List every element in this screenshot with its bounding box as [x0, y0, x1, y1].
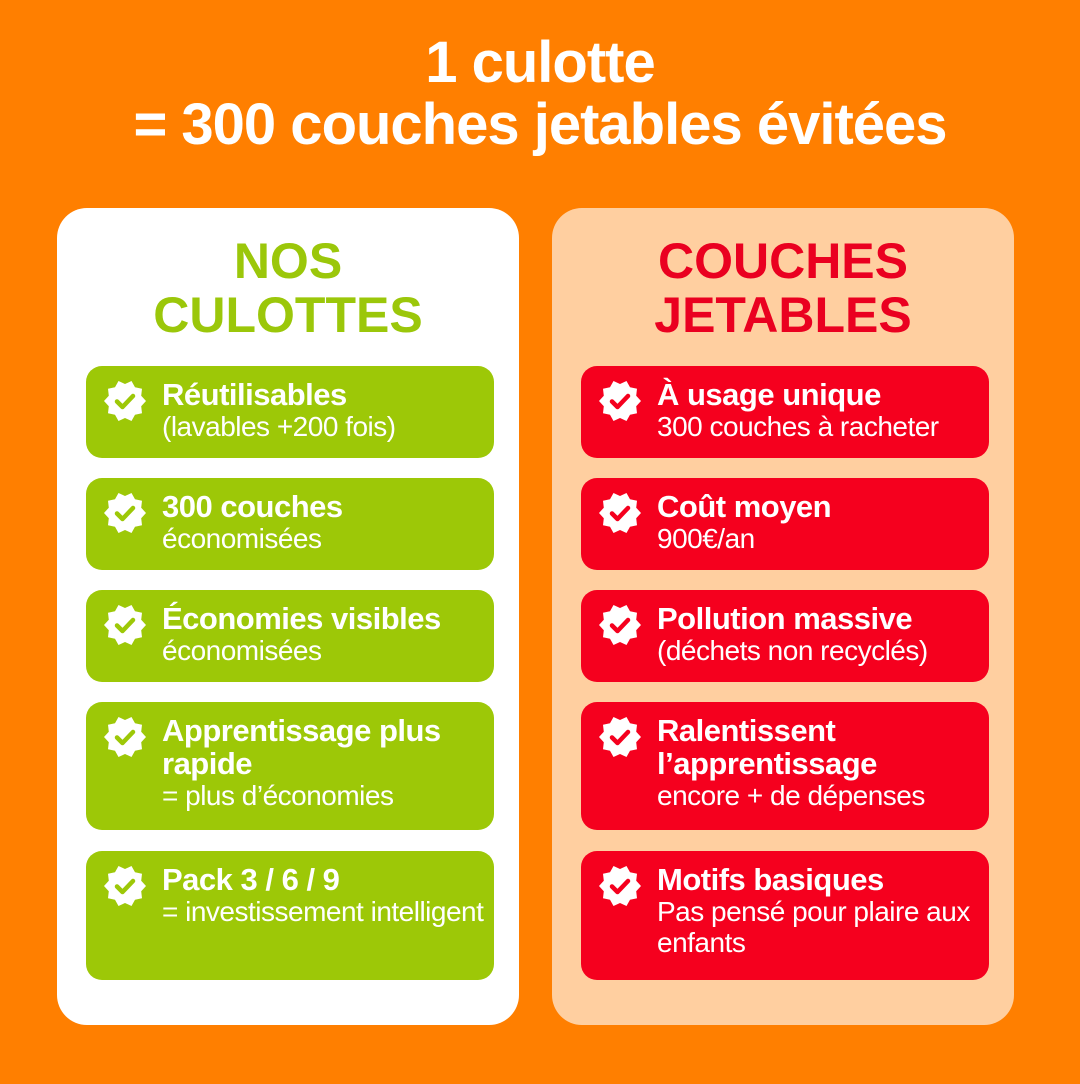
list-item: Coût moyen 900€/an — [581, 478, 989, 570]
list-item: Apprentissage plus rapide = plus d’économ… — [86, 702, 494, 830]
check-badge-icon — [104, 717, 146, 757]
list-item: Économies visibles économisées — [86, 590, 494, 682]
item-subtitle: économisées — [162, 635, 322, 666]
main-title: 1 culotte = 300 couches jetables évitées — [0, 32, 1080, 156]
heading-line-1: NOS — [233, 233, 343, 289]
list-item: À usage unique 300 couches à racheter — [581, 366, 989, 458]
disposable-heading: COUCHES JETABLES — [552, 234, 1014, 342]
item-title: Économies visibles — [162, 601, 441, 636]
item-subtitle: encore + de dépenses — [657, 780, 925, 811]
item-title: Pack 3 / 6 / 9 — [162, 862, 340, 897]
item-title: 300 couches — [162, 489, 343, 524]
heading-line-1: COUCHES — [657, 233, 909, 289]
check-badge-icon — [599, 866, 641, 906]
item-subtitle: (déchets non recyclés) — [657, 635, 928, 666]
item-subtitle: 900€/an — [657, 523, 755, 554]
check-badge-icon — [599, 605, 641, 645]
item-subtitle: Pas pensé pour plaire aux enfants — [657, 896, 970, 958]
check-badge-icon — [599, 493, 641, 533]
item-title: Pollution massive — [657, 601, 913, 636]
item-subtitle: = plus d’économies — [162, 780, 394, 811]
list-item: Ralentissent l’apprentissage encore + de … — [581, 702, 989, 830]
item-title: Coût moyen — [657, 489, 832, 524]
check-badge-icon — [104, 381, 146, 421]
our-pants-card: NOS CULOTTES Réutilisables (lavables +200 … — [57, 208, 519, 1025]
heading-line-2: CULOTTES — [153, 287, 423, 343]
item-subtitle: 300 couches à racheter — [657, 411, 939, 442]
list-item: Pollution massive (déchets non recyclés) — [581, 590, 989, 682]
disposable-diapers-card: COUCHES JETABLES À usage unique 300 couche… — [552, 208, 1014, 1025]
check-badge-icon — [104, 493, 146, 533]
title-line-2: = 300 couches jetables évitées — [133, 92, 947, 157]
item-subtitle: (lavables +200 fois) — [162, 411, 396, 442]
list-item: 300 couches économisées — [86, 478, 494, 570]
title-line-1: 1 culotte — [425, 30, 656, 95]
item-title: Ralentissent l’apprentissage — [657, 713, 877, 781]
check-badge-icon — [599, 381, 641, 421]
list-item: Réutilisables (lavables +200 fois) — [86, 366, 494, 458]
item-title: Apprentissage plus rapide — [162, 713, 441, 781]
check-badge-icon — [599, 717, 641, 757]
item-subtitle: = investissement intelligent — [162, 896, 484, 927]
check-badge-icon — [104, 605, 146, 645]
check-badge-icon — [104, 866, 146, 906]
item-title: Motifs basiques — [657, 862, 884, 897]
item-title: Réutilisables — [162, 377, 347, 412]
list-item: Pack 3 / 6 / 9 = investissement intellige… — [86, 851, 494, 980]
our-pants-heading: NOS CULOTTES — [57, 234, 519, 342]
item-subtitle: économisées — [162, 523, 322, 554]
list-item: Motifs basiques Pas pensé pour plaire aux… — [581, 851, 989, 980]
item-title: À usage unique — [657, 377, 881, 412]
heading-line-2: JETABLES — [654, 287, 912, 343]
